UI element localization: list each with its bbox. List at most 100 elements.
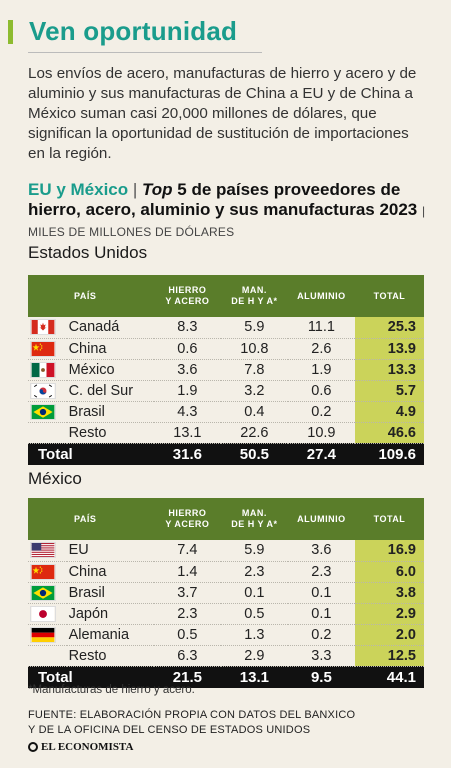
country-cell: China [68, 563, 107, 580]
table-row: Resto 13.1 22.6 10.9 46.6 [28, 422, 424, 443]
col-man-l2: DE H Y A* [231, 296, 278, 306]
accent-bar [8, 19, 13, 44]
source-line-1: FUENTE: ELABORACIÓN PROPIA CON DATOS DEL… [28, 709, 356, 721]
hierro-cell: 13.1 [173, 424, 202, 441]
country-cell: C. del Sur [68, 382, 134, 399]
total-cell: 2.0 [354, 624, 424, 645]
col-hierro-l2: Y ACERO [165, 296, 210, 306]
col-hierro: HIERRO Y ACERO [154, 275, 221, 317]
table-row: México 3.6 7.8 1.9 13.3 [28, 359, 424, 380]
col-hierro-l1: HIERRO [168, 285, 207, 295]
col-hierro-l2: Y ACERO [165, 519, 210, 529]
col-man-l2: DE H Y A* [231, 519, 278, 529]
table-body: Canadá 8.3 5.9 11.1 25.3 China 0.6 10.8 2.6 13.9 M… [28, 317, 424, 465]
man-cell: 7.8 [244, 361, 265, 378]
aluminio-cell: 0.6 [311, 382, 332, 399]
table-body: EU 7.4 5.9 3.6 16.9 China 1.4 2.3 2.3 6.0 Brasil 3.… [28, 540, 424, 688]
flag-cell [28, 624, 67, 645]
flag-cell [28, 422, 67, 443]
heading-separator: | [132, 180, 138, 199]
brazil-flag-icon [30, 403, 67, 420]
footnote: *Manufacturas de hierro y acero. [28, 684, 195, 696]
man-cell: 2.3 [244, 563, 265, 580]
flag-cell [28, 401, 67, 422]
total-cell: 6.0 [354, 561, 424, 582]
hierro-cell: 3.6 [177, 361, 198, 378]
flag-cell [28, 561, 67, 582]
hierro-cell: 8.3 [177, 319, 198, 336]
total-total: 109.6 [354, 443, 424, 465]
table-row: Alemania 0.5 1.3 0.2 2.0 [28, 624, 424, 645]
man-cell: 22.6 [240, 424, 269, 441]
canada-flag-icon [30, 319, 67, 336]
table-row: Resto 6.3 2.9 3.3 12.5 [28, 645, 424, 666]
hierro-cell: 0.6 [177, 340, 198, 357]
table-mx: PAÍS HIERRO Y ACERO MAN. DE H Y A* ALUMINI… [28, 498, 424, 688]
hierro-cell: 2.3 [177, 605, 198, 622]
country-cell: EU [68, 542, 89, 559]
total-man: 13.1 [239, 668, 269, 686]
col-pais: PAÍS [74, 290, 97, 301]
germany-flag-icon [30, 626, 67, 643]
man-cell: 0.1 [244, 584, 265, 601]
flag-cell [28, 338, 67, 359]
total-cell: 4.9 [354, 401, 424, 422]
section-title-us: Estados Unidos [28, 243, 148, 262]
hierro-cell: 0.5 [177, 626, 198, 643]
total-cell: 16.9 [354, 540, 424, 561]
flag-cell [28, 603, 67, 624]
country-cell: Brasil [68, 584, 105, 601]
col-hierro-l1: HIERRO [168, 508, 207, 518]
man-cell: 0.4 [244, 403, 265, 420]
south-korea-flag-icon [30, 382, 67, 399]
country-cell: Resto [68, 424, 107, 441]
aluminio-cell: 11.1 [307, 319, 335, 336]
country-cell: China [68, 340, 107, 357]
total-cell: 5.7 [354, 380, 424, 401]
total-row: Total 31.6 50.5 27.4 109.6 [28, 443, 424, 465]
heading-unit: | MILES DE MILLONES DE DÓLARES [28, 204, 426, 239]
brand-logo: EL ECONOMISTA [28, 741, 133, 753]
country-cell: Alemania [68, 626, 130, 643]
flag-cell [28, 645, 67, 666]
mexico-flag-icon [30, 361, 67, 378]
brand-name: EL ECONOMISTA [41, 741, 134, 753]
table-header: PAÍS HIERRO Y ACERO MAN. DE H Y A* ALUMINI… [28, 498, 424, 540]
table-row: C. del Sur 1.9 3.2 0.6 5.7 [28, 380, 424, 401]
flag-cell [28, 380, 67, 401]
col-man: MAN. DE H Y A* [221, 498, 288, 540]
flag-cell [28, 540, 67, 561]
aluminio-cell: 3.3 [311, 647, 332, 664]
total-hierro: 21.5 [172, 668, 202, 686]
aluminio-cell: 0.1 [311, 605, 332, 622]
heading-highlight: EU y México [28, 180, 129, 199]
man-cell: 0.5 [244, 605, 265, 622]
section-title-mx: México [28, 469, 82, 488]
table-us: PAÍS HIERRO Y ACERO MAN. DE H Y A* ALUMINI… [28, 275, 424, 465]
aluminio-cell: 2.3 [311, 563, 332, 580]
country-cell: Brasil [68, 403, 105, 420]
japan-flag-icon [30, 605, 67, 622]
table-row: Brasil 4.3 0.4 0.2 4.9 [28, 401, 424, 422]
table-row: China 0.6 10.8 2.6 13.9 [28, 338, 424, 359]
total-hierro: 31.6 [172, 445, 202, 463]
flag-cell [28, 359, 67, 380]
total-cell: 25.3 [354, 317, 424, 338]
country-cell: México [68, 361, 115, 378]
total-cell: 3.8 [354, 582, 424, 603]
country-cell: Resto [68, 647, 107, 664]
total-row: Total 21.5 13.1 9.5 44.1 [28, 666, 424, 688]
man-cell: 1.3 [244, 626, 265, 643]
brand-icon [28, 742, 38, 752]
col-hierro: HIERRO Y ACERO [154, 498, 221, 540]
total-cell: 12.5 [354, 645, 424, 666]
hierro-cell: 3.7 [177, 584, 198, 601]
table-heading: EU y México | Top 5 de países proveedore… [28, 180, 438, 242]
intro-paragraph: Los envíos de acero, manufacturas de hie… [28, 65, 417, 162]
man-cell: 3.2 [244, 382, 265, 399]
aluminio-cell: 0.2 [311, 403, 332, 420]
total-total: 44.1 [354, 666, 424, 688]
table-row: Brasil 3.7 0.1 0.1 3.8 [28, 582, 424, 603]
total-cell: 13.9 [354, 338, 424, 359]
